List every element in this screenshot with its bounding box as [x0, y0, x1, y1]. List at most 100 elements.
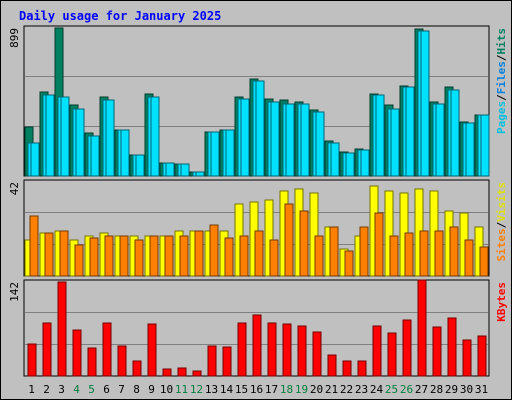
bar-pages — [330, 142, 340, 177]
x-tick-label: 31 — [475, 383, 488, 396]
bar-sites — [314, 235, 324, 277]
x-tick-label: 17 — [265, 383, 278, 396]
x-tick-label: 20 — [310, 383, 323, 396]
y-max-tick-label: 899 — [8, 28, 21, 48]
bar-sites — [449, 226, 459, 277]
bar-pages — [375, 94, 385, 177]
series-pages — [30, 30, 490, 177]
bar-pages — [30, 142, 40, 177]
x-tick-label: 7 — [118, 383, 125, 396]
x-tick-label: 9 — [148, 383, 155, 396]
x-tick-label: 10 — [160, 383, 173, 396]
bar-pages — [405, 86, 415, 177]
bar-pages — [345, 152, 355, 177]
bar-sites — [479, 246, 489, 277]
bar-pages — [195, 171, 205, 177]
bar-kbytes — [462, 339, 472, 377]
x-tick-label: 30 — [460, 383, 473, 396]
panel-1: 899 Pages/Files/Hits — [8, 25, 508, 177]
bar-pages — [135, 154, 145, 177]
bar-visits — [384, 190, 394, 277]
bar-kbytes — [477, 335, 487, 377]
bar-pages — [210, 131, 220, 177]
bar-kbytes — [117, 345, 127, 377]
label-part: Hits — [495, 28, 508, 55]
x-tick-label: 11 — [175, 383, 188, 396]
bar-kbytes — [387, 332, 397, 377]
x-tick-label: 5 — [88, 383, 95, 396]
bar-sites — [359, 226, 369, 277]
bar-pages — [240, 98, 250, 177]
bar-sites — [374, 212, 384, 277]
x-tick-label: 15 — [235, 383, 248, 396]
x-tick-label: 29 — [445, 383, 458, 396]
x-tick-label: 24 — [370, 383, 384, 396]
bar-kbytes — [267, 322, 277, 377]
panel-2: 42 Sites/Visits — [8, 179, 508, 277]
label-part: Visits — [495, 182, 508, 222]
label-part: / — [495, 221, 508, 228]
bar-sites — [434, 230, 444, 277]
bar-pages — [255, 80, 265, 177]
bar-sites — [149, 235, 159, 277]
bar-sites — [59, 230, 69, 277]
bar-sites — [269, 239, 279, 277]
bar-sites — [329, 226, 339, 277]
bar-kbytes — [207, 345, 217, 377]
x-tick-label: 12 — [190, 383, 203, 396]
bar-pages — [435, 103, 445, 177]
bar-sites — [419, 230, 429, 277]
bar-pages — [300, 103, 310, 177]
label-part: Sites — [495, 228, 508, 261]
bar-pages — [150, 96, 160, 177]
x-tick-label: 2 — [43, 383, 50, 396]
bar-pages — [75, 108, 85, 177]
bar-kbytes — [327, 354, 337, 377]
bar-pages — [390, 108, 400, 177]
bar-kbytes — [222, 346, 232, 377]
bar-sites — [284, 203, 294, 277]
bar-visits — [264, 199, 274, 277]
y-max-tick-label: 42 — [8, 182, 21, 195]
bar-kbytes — [57, 281, 67, 377]
bar-sites — [104, 235, 114, 277]
bar-kbytes — [237, 322, 247, 377]
bar-pages — [360, 149, 370, 177]
bar-sites — [254, 230, 264, 277]
label-part: / — [495, 54, 508, 61]
x-tick-label: 28 — [430, 383, 443, 396]
bar-kbytes — [102, 322, 112, 377]
bar-pages — [270, 101, 280, 177]
chart-title: Daily usage for January 2025 — [19, 9, 221, 23]
bar-kbytes — [297, 325, 307, 377]
label-part: / — [495, 94, 508, 101]
bar-sites — [119, 235, 129, 277]
bar-pages — [180, 163, 190, 177]
bar-sites — [44, 232, 54, 277]
y-max-tick-label: 142 — [8, 282, 21, 302]
bar-pages — [480, 114, 490, 177]
x-tick-label: 22 — [340, 383, 353, 396]
x-tick-label: 14 — [220, 383, 234, 396]
bar-pages — [60, 96, 70, 177]
bar-pages — [105, 99, 115, 177]
bar-sites — [464, 239, 474, 277]
bar-sites — [29, 215, 39, 277]
bar-sites — [209, 224, 219, 277]
x-tick-label: 18 — [280, 383, 293, 396]
bar-pages — [315, 111, 325, 177]
bar-sites — [224, 237, 234, 277]
bar-kbytes — [357, 360, 367, 377]
panel-y-label: Pages/Files/Hits — [495, 28, 508, 134]
panel-3: 142 KBytes — [8, 279, 508, 377]
label-part: Pages — [495, 101, 508, 134]
bar-kbytes — [282, 323, 292, 377]
x-tick-label: 13 — [205, 383, 218, 396]
bar-pages — [465, 122, 475, 177]
bar-pages — [165, 162, 175, 177]
bar-pages — [45, 94, 55, 177]
bar-kbytes — [192, 370, 202, 377]
bar-pages — [120, 129, 130, 177]
